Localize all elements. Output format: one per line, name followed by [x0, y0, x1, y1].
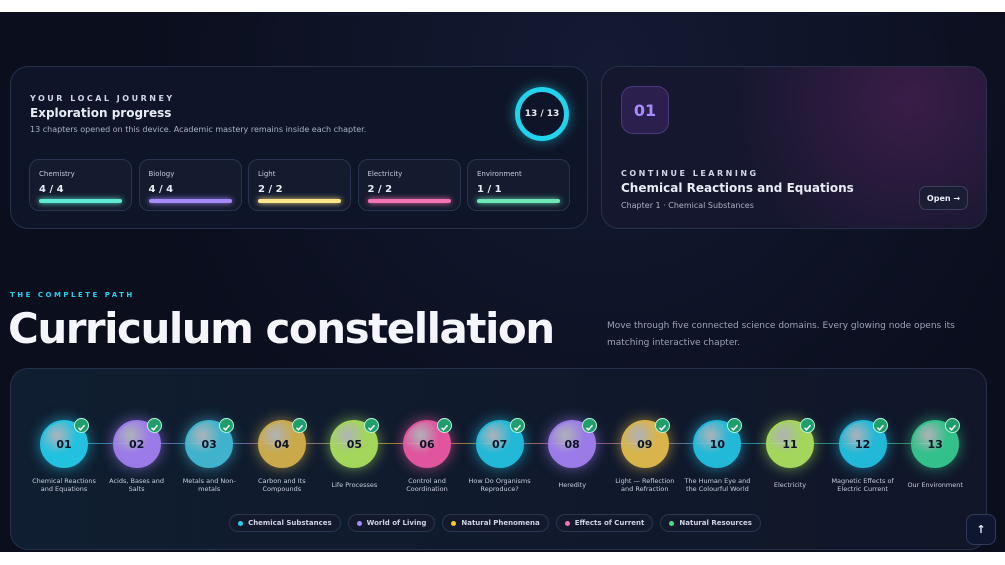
legend-dot — [238, 520, 244, 526]
chapter-label: Magnetic Effects of Electric Current — [831, 477, 894, 493]
domain-count: 1 / 1 — [477, 184, 502, 195]
chapter-label: Our Environment — [907, 481, 963, 489]
chapter-subtitle: Chapter 1 · Chemical Substances — [621, 201, 754, 210]
chapter-label: Heredity — [558, 481, 587, 489]
domain-chip: Electricity 2 / 2 — [357, 159, 461, 211]
legend-label: Natural Phenomena — [461, 519, 540, 527]
check-icon — [74, 418, 89, 433]
eyebrow: CONTINUE LEARNING — [621, 169, 759, 178]
legend-item: World of Living — [347, 514, 436, 532]
domain-count: 4 / 4 — [148, 184, 174, 195]
chapter-label: Electricity — [773, 481, 807, 489]
chapter-node[interactable]: 11 — [766, 420, 814, 468]
domain-bar — [477, 199, 560, 203]
legend-item: Natural Phenomena — [442, 514, 549, 532]
domain-count: 2 / 2 — [258, 184, 283, 195]
chapter-label: Acids, Bases and Salts — [109, 477, 165, 493]
eyebrow: YOUR LOCAL JOURNEY — [30, 94, 175, 103]
chapter-node[interactable]: 09 — [620, 420, 669, 468]
section-heading: Curriculum constellation — [8, 304, 555, 353]
legend-item: Chemical Substances — [229, 514, 341, 532]
chapter-label: Light — Reflection and Refraction — [615, 477, 675, 493]
legend-dot — [564, 520, 570, 526]
domain-chip: Environment 1 / 1 — [467, 159, 570, 211]
check-icon — [219, 418, 235, 433]
domain-chip: Light 2 / 2 — [248, 159, 351, 211]
chapter-label: Chemical Reactions and Equations — [32, 477, 96, 493]
check-icon — [800, 418, 815, 433]
continue-card: 01 CONTINUE LEARNING Chemical Reactions … — [601, 66, 987, 229]
chapter-title: Chemical Reactions and Equations — [621, 181, 854, 195]
domain-name: Environment — [477, 170, 522, 178]
domain-bar — [258, 199, 341, 203]
domain-chip: Chemistry 4 / 4 — [29, 159, 132, 211]
progress-card: YOUR LOCAL JOURNEY Exploration progress … — [10, 66, 588, 229]
domain-name: Light — [258, 170, 276, 178]
open-button[interactable]: Open → — [919, 186, 968, 210]
check-icon — [509, 418, 525, 433]
chapter-label: Life Processes — [331, 481, 378, 489]
check-icon — [727, 418, 743, 433]
chapter-label: The Human Eye and the Colourful World — [684, 477, 751, 493]
progress-ring: 13 / 13 — [515, 87, 569, 141]
domain-count: 4 / 4 — [39, 184, 64, 195]
check-icon — [437, 418, 452, 433]
chapter-label: Control and Coordination — [406, 477, 448, 493]
check-icon — [582, 418, 598, 433]
constellation-panel: 01 Chemical Reactions and Equations 02 Acid… — [10, 368, 987, 550]
chapter-label: How Do Organisms Reproduce? — [468, 477, 531, 493]
legend-label: Natural Resources — [679, 519, 752, 527]
legend-item: Natural Resources — [660, 514, 761, 532]
subtitle: 13 chapters opened on this device. Acade… — [30, 125, 367, 134]
legend-dot — [669, 520, 675, 526]
domain-name: Chemistry — [39, 170, 75, 178]
legend-label: Effects of Current — [574, 519, 645, 527]
legend-dot — [451, 520, 457, 526]
check-icon — [872, 418, 888, 433]
check-icon — [654, 418, 670, 433]
scroll-top-button[interactable]: ↑ — [966, 514, 996, 545]
legend-dot — [356, 520, 362, 526]
legend-label: Chemical Substances — [248, 519, 332, 527]
check-icon — [364, 418, 380, 433]
domain-count: 2 / 2 — [367, 184, 393, 195]
domain-chip: Biology 4 / 4 — [138, 159, 242, 211]
domain-name: Electricity — [367, 170, 403, 178]
legend-label: World of Living — [366, 519, 427, 527]
check-icon — [945, 418, 961, 433]
chapter-node[interactable]: 12 — [838, 420, 887, 468]
section-eyebrow: THE COMPLETE PATH — [10, 291, 135, 299]
domain-bar — [39, 199, 122, 203]
domain-name: Biology — [148, 170, 175, 178]
check-icon — [291, 418, 307, 433]
legend-item: Effects of Current — [555, 514, 654, 532]
legend: Chemical Substances World of Living Natura… — [11, 514, 986, 532]
check-icon — [146, 418, 162, 433]
section-description: Move through five connected science doma… — [607, 321, 955, 348]
title: Exploration progress — [30, 106, 172, 120]
chapter-label: Carbon and Its Compounds — [257, 477, 306, 493]
domain-bar — [367, 199, 451, 203]
chapter-label: Metals and Non-metals — [182, 477, 236, 493]
app: YOUR LOCAL JOURNEY Exploration progress … — [0, 12, 1005, 552]
domain-bar — [148, 199, 232, 203]
chapter-badge: 01 — [621, 86, 669, 134]
